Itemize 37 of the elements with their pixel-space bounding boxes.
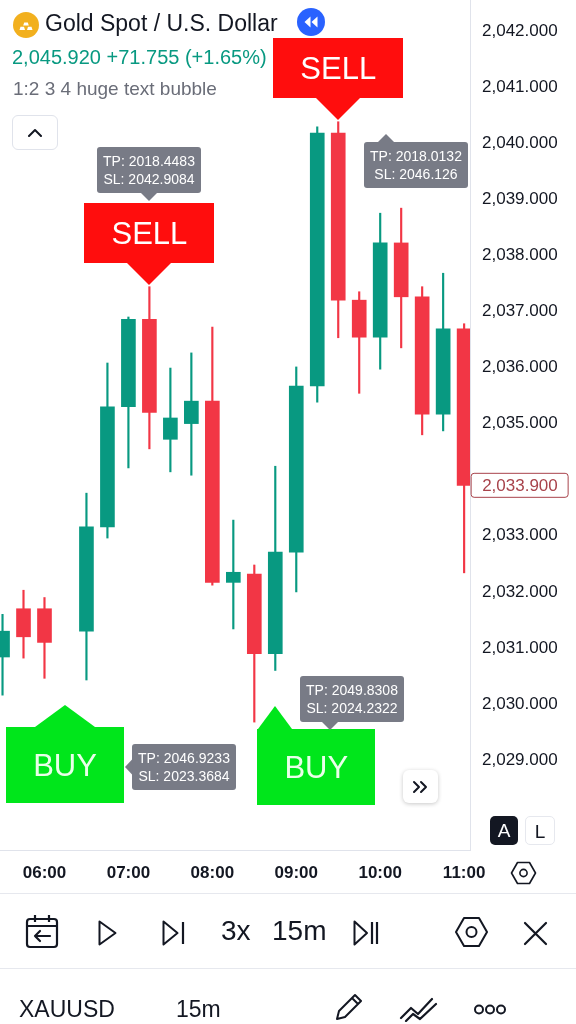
annotation: TP: 2018.4483 SL: 2042.9084	[103, 152, 195, 188]
text: 3x	[221, 915, 251, 948]
text: 15m	[176, 996, 221, 1023]
annotation: SELL	[111, 215, 188, 251]
x-tick-label: 07:00	[106, 862, 151, 882]
text: 2,045.920 +71.755 (+1.65%)	[12, 46, 267, 69]
annotation: TP: 2018.0132 SL: 2046.126	[370, 147, 462, 183]
y-tick-label: 2,031.000	[482, 637, 558, 657]
y-tick-label: 2,036.000	[482, 357, 558, 377]
y-tick-label: 2,040.000	[482, 132, 558, 152]
annotation: BUY	[33, 747, 97, 783]
x-tick-label: 10:00	[358, 862, 402, 882]
text: XAUUSD	[19, 996, 115, 1023]
text: Gold Spot / U.S. Dollar	[45, 10, 278, 37]
y-tick-label: 2,037.000	[482, 301, 558, 321]
y-tick-label: 2,035.000	[482, 413, 558, 433]
annotation: SELL	[300, 50, 377, 86]
x-tick-label: 06:00	[22, 862, 67, 882]
y-tick-label: 2,029.000	[482, 749, 558, 769]
y-tick-label: 2,032.000	[482, 581, 558, 601]
y-tick-label: 2,039.000	[482, 188, 558, 208]
x-tick-label: 11:00	[442, 862, 486, 882]
annotation: 2,033.900	[482, 476, 558, 495]
y-tick-label: 2,033.000	[482, 525, 558, 545]
text: L	[525, 816, 555, 845]
annotation: TP: 2046.9233 SL: 2023.3684	[138, 749, 230, 785]
annotation: BUY	[284, 749, 349, 785]
x-tick-label: 08:00	[190, 862, 235, 882]
annotation: 1:2 3 4 huge text bubble	[13, 78, 217, 100]
text: 15m	[272, 915, 327, 948]
y-tick-label: 2,038.000	[482, 244, 558, 264]
annotation: TP: 2049.8308 SL: 2024.2322	[306, 681, 398, 717]
text: A	[490, 816, 518, 845]
y-tick-label: 2,041.000	[482, 76, 558, 96]
y-tick-label: 2,030.000	[482, 693, 558, 713]
x-tick-label: 09:00	[274, 862, 319, 882]
y-tick-label: 2,042.000	[482, 20, 558, 40]
